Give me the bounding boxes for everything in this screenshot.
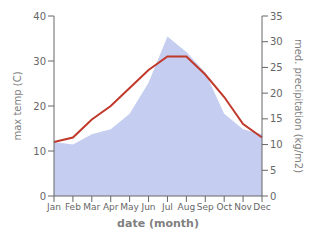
svg-text:Mar: Mar	[83, 202, 100, 212]
svg-text:Feb: Feb	[65, 202, 81, 212]
svg-text:5: 5	[270, 165, 276, 176]
svg-text:20: 20	[270, 88, 283, 99]
svg-text:Aug: Aug	[178, 202, 196, 212]
svg-text:Nov: Nov	[234, 202, 252, 212]
svg-text:15: 15	[270, 113, 283, 124]
svg-text:10: 10	[33, 146, 46, 157]
svg-text:30: 30	[33, 56, 46, 67]
svg-text:max temp (C): max temp (C)	[12, 71, 23, 140]
svg-text:30: 30	[270, 36, 283, 47]
svg-text:20: 20	[33, 101, 46, 112]
svg-text:Jan: Jan	[46, 202, 61, 212]
svg-text:med. precipitation (kg/m2): med. precipitation (kg/m2)	[293, 39, 304, 173]
svg-text:Apr: Apr	[103, 202, 119, 212]
svg-text:May: May	[120, 202, 139, 212]
svg-text:10: 10	[270, 139, 283, 150]
svg-text:40: 40	[33, 11, 46, 22]
svg-text:Jun: Jun	[141, 202, 156, 212]
svg-text:0: 0	[40, 191, 46, 202]
svg-text:date (month): date (month)	[117, 217, 199, 230]
svg-text:0: 0	[270, 191, 276, 202]
svg-text:35: 35	[270, 11, 283, 22]
svg-text:Oct: Oct	[216, 202, 232, 212]
svg-text:Jul: Jul	[161, 202, 173, 212]
svg-text:25: 25	[270, 62, 283, 73]
svg-text:Dec: Dec	[253, 202, 270, 212]
svg-text:Sep: Sep	[197, 202, 214, 212]
